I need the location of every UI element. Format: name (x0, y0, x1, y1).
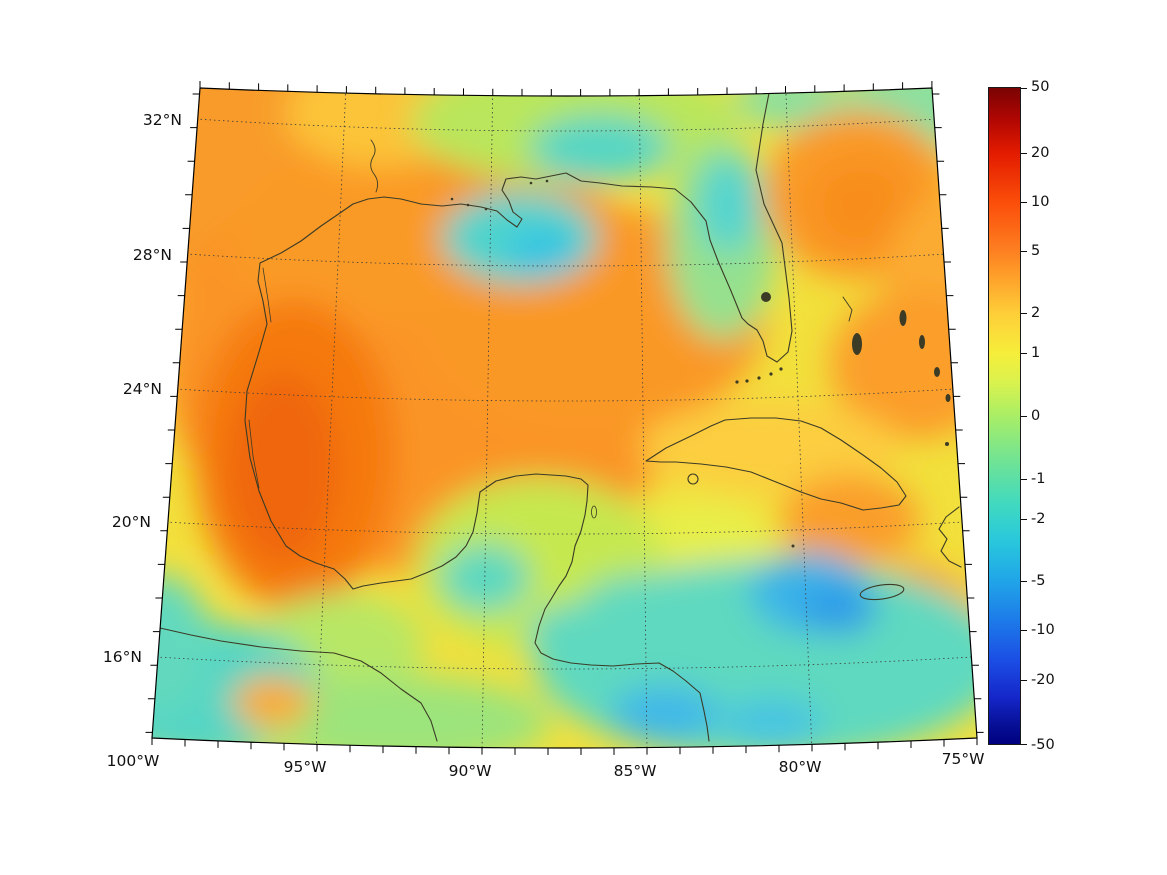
colorbar-tick (1021, 630, 1027, 632)
lon-label-90w: 90°W (448, 762, 492, 780)
map-edge-ticks (145, 81, 984, 755)
colorbar-label-10: 10 (1031, 193, 1050, 210)
colorbar-label-m50: -50 (1031, 737, 1055, 753)
map-frame (151, 87, 978, 749)
colorbar-label-20: 20 (1031, 144, 1050, 161)
coastlines (159, 88, 962, 742)
islands-and-lakes (450, 179, 951, 548)
lake-okeechobee (761, 292, 771, 302)
coast-isle-of-youth (687, 473, 699, 485)
lat-label-20n: 20°N (111, 513, 151, 531)
coast-pacific-mexico (159, 627, 438, 742)
colorbar-label-50: 50 (1031, 79, 1050, 95)
island-turks (945, 442, 949, 446)
right-edge-ticks (932, 93, 984, 733)
coast-gulf-us-mexico-central-america (244, 88, 793, 742)
lat-label-16n: 16°N (102, 648, 142, 666)
colorbar-tick (1021, 250, 1027, 253)
lat-label-32n: 32°N (142, 111, 182, 129)
river-squiggle (370, 139, 379, 193)
left-edge-ticks (145, 93, 200, 733)
lat-label-28n: 28°N (132, 246, 172, 264)
colorbar-tick (1021, 519, 1027, 521)
bottom-edge-ticks (151, 738, 978, 755)
colorbar-label-m10: -10 (1031, 622, 1055, 639)
colorbar-label-5: 5 (1031, 242, 1041, 259)
coast-cuba (645, 417, 907, 511)
colorbar-label-2: 2 (1031, 304, 1041, 321)
graticule (155, 88, 973, 748)
coast-hispaniola (938, 506, 962, 568)
colorbar-label-m5: -5 (1031, 573, 1046, 590)
coast-cozumel (591, 505, 597, 519)
colorbar-tick (1021, 743, 1027, 745)
lon-label-80w: 80°W (778, 758, 822, 776)
top-edge-ticks (199, 81, 933, 96)
lon-label-100w: 100°W (106, 752, 160, 770)
colorbar-tick (1021, 87, 1027, 89)
island-andros (852, 333, 862, 355)
island-cayman (791, 544, 795, 548)
lon-label-95w: 95°W (283, 758, 327, 776)
island-eleuthera (899, 310, 907, 326)
colorbar-tick (1021, 581, 1027, 583)
colorbar-tick (1021, 679, 1027, 681)
colorbar-label-m2: -2 (1031, 511, 1046, 528)
lagoon-mexico (248, 419, 260, 489)
coast-jamaica (859, 583, 905, 601)
colorbar-tick (1021, 479, 1027, 481)
colorbar-tick (1021, 416, 1027, 418)
colorbar-label-m1: -1 (1031, 471, 1046, 487)
colorbar-label-m20: -20 (1031, 671, 1055, 688)
colorbar-tick (1021, 201, 1027, 204)
colorbar-tick (1021, 152, 1027, 154)
lagoon-texas (262, 267, 272, 323)
lon-label-85w: 85°W (613, 762, 657, 780)
colorbar-label-1: 1 (1031, 345, 1041, 361)
colorbar-gradient (988, 87, 1021, 745)
colorbar-label-0: 0 (1031, 408, 1041, 424)
colorbar-tick (1021, 312, 1027, 315)
colorbar-tick (1021, 353, 1027, 355)
coast-abaco (842, 296, 853, 322)
lon-label-75w: 75°W (941, 750, 985, 768)
lat-label-24n: 24°N (122, 380, 162, 398)
